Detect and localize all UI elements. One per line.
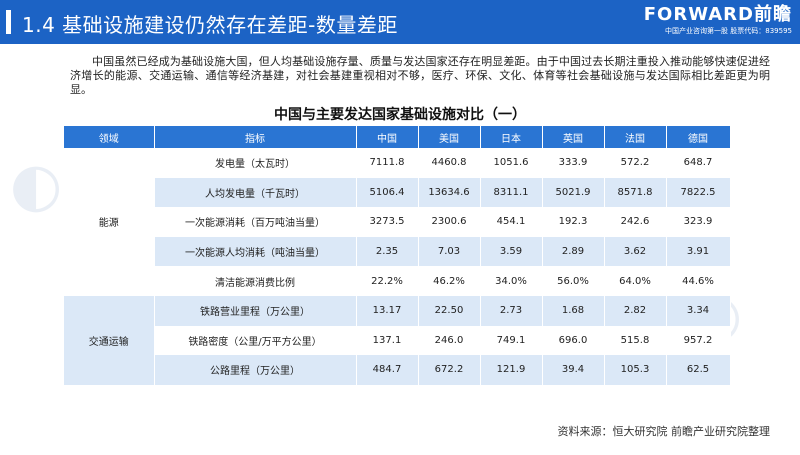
- column-header: 日本: [480, 126, 543, 148]
- value-cell: 454.1: [480, 207, 543, 237]
- table-row: 一次能源消耗（百万吨油当量） 3273.5 2300.6 454.1 192.3…: [64, 207, 731, 237]
- value-cell: 484.7: [356, 355, 419, 385]
- column-header: 领域: [64, 126, 155, 148]
- value-cell: 515.8: [604, 325, 667, 356]
- value-cell: 13634.6: [418, 177, 481, 208]
- value-cell: 22.50: [418, 295, 481, 326]
- value-cell: 323.9: [666, 207, 731, 237]
- value-cell: 105.3: [604, 355, 667, 385]
- indicator-cell: 一次能源人均消耗（吨油当量）: [154, 236, 357, 267]
- value-cell: 39.4: [542, 355, 605, 385]
- table-row: 能源 发电量（太瓦时） 7111.8 4460.8 1051.6 333.9 5…: [64, 148, 731, 296]
- logo-wordmark: FORWARD前瞻: [643, 4, 792, 25]
- value-cell: 13.17: [356, 295, 419, 326]
- column-header: 美国: [418, 126, 481, 148]
- value-cell: 137.1: [356, 325, 419, 356]
- value-cell: 46.2%: [418, 266, 481, 296]
- value-cell: 2300.6: [418, 207, 481, 237]
- column-header: 中国: [356, 126, 419, 148]
- value-cell: 3.62: [604, 236, 667, 267]
- value-cell: 192.3: [542, 207, 605, 237]
- table-row: 交通运输 铁路营业里程（万公里） 13.17 22.50 2.73 1.68 2…: [64, 295, 731, 385]
- value-cell: 672.2: [418, 355, 481, 385]
- column-header: 英国: [542, 126, 605, 148]
- source-note: 资料来源：恒大研究院 前瞻产业研究院整理: [557, 425, 771, 438]
- header-accent-mark: [6, 10, 11, 34]
- domain-cell-transport: 交通运输: [64, 295, 155, 385]
- value-cell: 246.0: [418, 325, 481, 356]
- value-cell: 1.68: [542, 295, 605, 326]
- table-row: 铁路密度（公里/万平方公里） 137.1 246.0 749.1 696.0 5…: [64, 325, 731, 356]
- value-cell: 749.1: [480, 325, 543, 356]
- value-cell: 2.35: [356, 236, 419, 267]
- watermark-icon: ◐: [10, 150, 63, 220]
- value-cell: 22.2%: [356, 266, 419, 296]
- table-row: 一次能源人均消耗（吨油当量） 2.35 7.03 3.59 2.89 3.62 …: [64, 236, 731, 267]
- value-cell: 121.9: [480, 355, 543, 385]
- value-cell: 242.6: [604, 207, 667, 237]
- comparison-table: 领域 指标 中国 美国 日本 英国 法国 德国 能源 发电量（太瓦时） 7111…: [64, 126, 731, 385]
- value-cell: 1051.6: [480, 148, 543, 178]
- intro-paragraph: 中国虽然已经成为基础设施大国，但人均基础设施存量、质量与发达国家还存在明显差距。…: [70, 55, 770, 96]
- value-cell: 7111.8: [356, 148, 419, 178]
- value-cell: 2.82: [604, 295, 667, 326]
- brand-logo: FORWARD前瞻 中国产业咨询第一股 股票代码：839595: [602, 4, 792, 40]
- indicator-cell: 铁路营业里程（万公里）: [154, 295, 357, 326]
- value-cell: 8571.8: [604, 177, 667, 208]
- value-cell: 648.7: [666, 148, 731, 178]
- indicator-cell: 人均发电量（千瓦时）: [154, 177, 357, 208]
- header-bar: 1.4 基础设施建设仍然存在差距-数量差距 FORWARD前瞻 中国产业咨询第一…: [0, 0, 800, 44]
- column-header: 法国: [604, 126, 667, 148]
- value-cell: 34.0%: [480, 266, 543, 296]
- value-cell: 44.6%: [666, 266, 731, 296]
- value-cell: 957.2: [666, 325, 731, 356]
- logo-tagline: 中国产业咨询第一股 股票代码：839595: [665, 27, 792, 35]
- value-cell: 3.34: [666, 295, 731, 326]
- table-row: 清洁能源消费比例 22.2% 46.2% 34.0% 56.0% 64.0% 4…: [64, 266, 731, 296]
- column-header: 德国: [666, 126, 731, 148]
- value-cell: 8311.1: [480, 177, 543, 208]
- value-cell: 5106.4: [356, 177, 419, 208]
- value-cell: 56.0%: [542, 266, 605, 296]
- column-header: 指标: [154, 126, 357, 148]
- page-title: 1.4 基础设施建设仍然存在差距-数量差距: [22, 13, 398, 37]
- table-row: 人均发电量（千瓦时） 5106.4 13634.6 8311.1 5021.9 …: [64, 177, 731, 208]
- value-cell: 7822.5: [666, 177, 731, 208]
- value-cell: 696.0: [542, 325, 605, 356]
- value-cell: 5021.9: [542, 177, 605, 208]
- table-header-row: 领域 指标 中国 美国 日本 英国 法国 德国: [64, 126, 731, 148]
- indicator-cell: 铁路密度（公里/万平方公里）: [154, 325, 357, 356]
- value-cell: 3273.5: [356, 207, 419, 237]
- indicator-cell: 清洁能源消费比例: [154, 266, 357, 296]
- value-cell: 333.9: [542, 148, 605, 178]
- table-row: 公路里程（万公里） 484.7 672.2 121.9 39.4 105.3 6…: [64, 355, 731, 385]
- table-title: 中国与主要发达国家基础设施对比（一）: [274, 107, 526, 123]
- value-cell: 2.73: [480, 295, 543, 326]
- value-cell: 7.03: [418, 236, 481, 267]
- indicator-cell: 一次能源消耗（百万吨油当量）: [154, 207, 357, 237]
- value-cell: 3.59: [480, 236, 543, 267]
- indicator-cell: 发电量（太瓦时）: [154, 148, 357, 178]
- value-cell: 62.5: [666, 355, 731, 385]
- value-cell: 4460.8: [418, 148, 481, 178]
- value-cell: 572.2: [604, 148, 667, 178]
- indicator-cell: 公路里程（万公里）: [154, 355, 357, 385]
- value-cell: 2.89: [542, 236, 605, 267]
- value-cell: 64.0%: [604, 266, 667, 296]
- domain-cell-energy: 能源: [64, 148, 155, 296]
- value-cell: 3.91: [666, 236, 731, 267]
